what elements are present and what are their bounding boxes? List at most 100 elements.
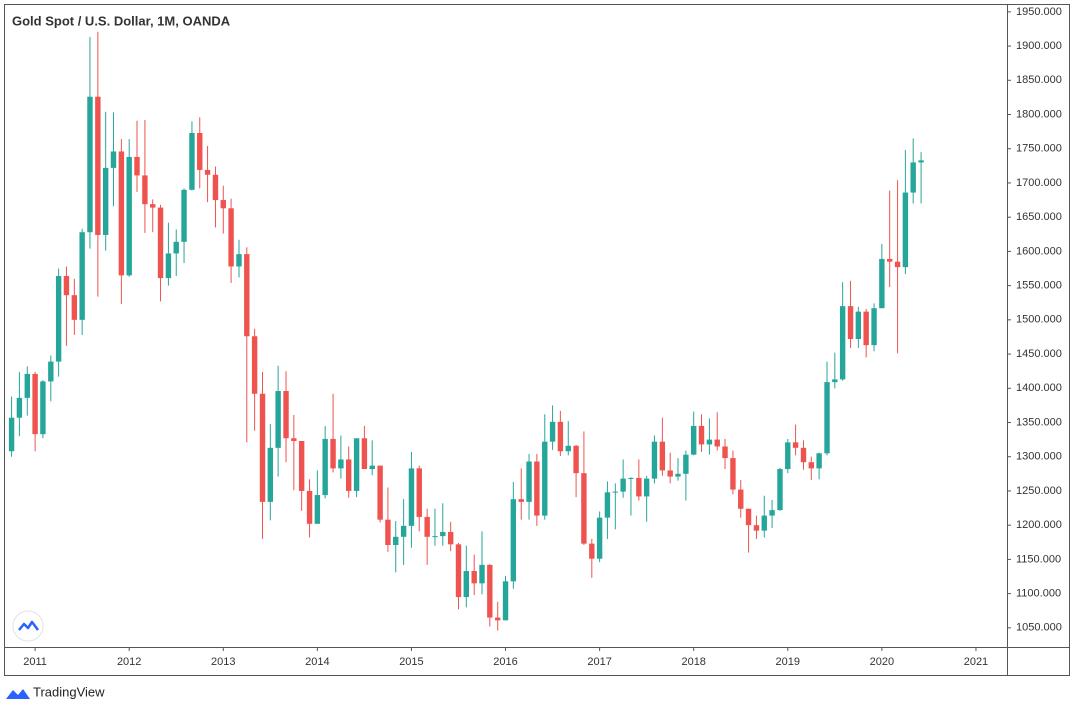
y-tick-label: 1550.000 [1016, 280, 1062, 292]
candle-body [369, 465, 375, 470]
candle-body [55, 276, 62, 362]
candle-body [408, 468, 415, 526]
candle-body [698, 425, 705, 445]
candle-body [863, 311, 869, 346]
candle-body [95, 96, 101, 235]
candle-body [134, 156, 140, 176]
candle-body [581, 473, 587, 544]
y-tick-label: 1800.000 [1016, 108, 1062, 120]
candle-body [275, 391, 281, 448]
candle-body [871, 308, 877, 346]
candle-body [479, 564, 485, 584]
candle-body [832, 379, 838, 383]
chart-title: Gold Spot / U.S. Dollar, 1M, OANDA [12, 13, 231, 28]
candle-body [667, 470, 673, 477]
candle-body [706, 439, 713, 445]
candle-body [549, 421, 556, 442]
candle-body [48, 361, 54, 382]
candle-body [612, 491, 619, 493]
candle-body [173, 241, 179, 254]
candle-body [824, 382, 830, 454]
candle-body [71, 295, 78, 320]
candle-body [487, 564, 493, 618]
y-tick-label: 1650.000 [1016, 211, 1062, 223]
source-label: TradingView [33, 684, 105, 699]
tradingview-logo [6, 689, 30, 699]
y-tick-label: 1350.000 [1016, 416, 1062, 428]
x-tick-label: 2012 [117, 656, 141, 668]
x-tick-label: 2021 [964, 656, 988, 668]
candle-body [683, 454, 689, 474]
candle-body [463, 571, 469, 598]
x-tick-label: 2013 [211, 656, 235, 668]
candle-body [63, 276, 70, 296]
x-tick-label: 2018 [681, 656, 705, 668]
candle-body [518, 499, 524, 502]
candle-body [690, 425, 697, 455]
candle-body [16, 397, 23, 418]
candle-body [181, 189, 187, 242]
x-tick-label: 2020 [870, 656, 894, 668]
x-tick-label: 2016 [493, 656, 517, 668]
frame [4, 4, 1070, 676]
candle-body [604, 492, 611, 518]
candle-body [902, 192, 909, 268]
candle-body [738, 489, 744, 509]
candle-body [400, 525, 407, 537]
candle-body [847, 306, 854, 340]
candle-body [785, 442, 791, 470]
candle-body [338, 459, 344, 469]
y-tick-label: 1600.000 [1016, 245, 1062, 257]
candle-body [495, 617, 501, 621]
candle-body [910, 162, 916, 193]
candle-body [322, 438, 328, 496]
candle-body [228, 208, 234, 267]
candle-body [447, 532, 454, 545]
candle-body [714, 439, 720, 447]
candle-body [745, 508, 752, 526]
candle-body [659, 441, 666, 471]
candle-body [220, 200, 226, 209]
candle-body [565, 445, 571, 452]
y-tick-label: 1050.000 [1016, 622, 1062, 634]
candle-body [118, 151, 125, 276]
candle-body [628, 477, 634, 479]
candle-body [8, 417, 15, 452]
candle-body [839, 306, 846, 380]
candle-body [542, 441, 548, 516]
x-tick-label: 2017 [587, 656, 611, 668]
candle-body [298, 440, 305, 491]
candle-body [251, 336, 258, 394]
x-tick-label: 2011 [23, 656, 47, 668]
candle-body [197, 132, 203, 170]
candle-body [557, 421, 564, 452]
candle-body [753, 525, 760, 531]
y-tick-label: 1400.000 [1016, 382, 1062, 394]
candle-body [416, 468, 422, 517]
candle-body [345, 459, 352, 491]
candle-body [589, 543, 595, 559]
candle-body [792, 442, 799, 448]
candle-body [651, 441, 658, 479]
candle-body [189, 132, 195, 190]
candle-body [761, 515, 767, 531]
candle-body [150, 204, 156, 208]
y-tick-label: 1450.000 [1016, 348, 1062, 360]
candle-body [126, 156, 132, 276]
candle-body [353, 438, 360, 491]
watermark-logo [12, 610, 44, 642]
candle-body [808, 462, 815, 469]
candle-body [777, 469, 783, 511]
candle-body [455, 544, 462, 598]
candle-body [267, 447, 274, 502]
candle-body [283, 391, 289, 439]
candle-body [385, 519, 391, 546]
candle-body [730, 458, 736, 490]
y-tick-label: 1700.000 [1016, 177, 1062, 189]
candle-body [236, 254, 242, 267]
candle-body [424, 516, 430, 537]
candle-body [142, 175, 148, 205]
candle-body [110, 151, 117, 168]
y-tick-label: 1100.000 [1016, 588, 1061, 600]
candle-body [87, 96, 93, 233]
